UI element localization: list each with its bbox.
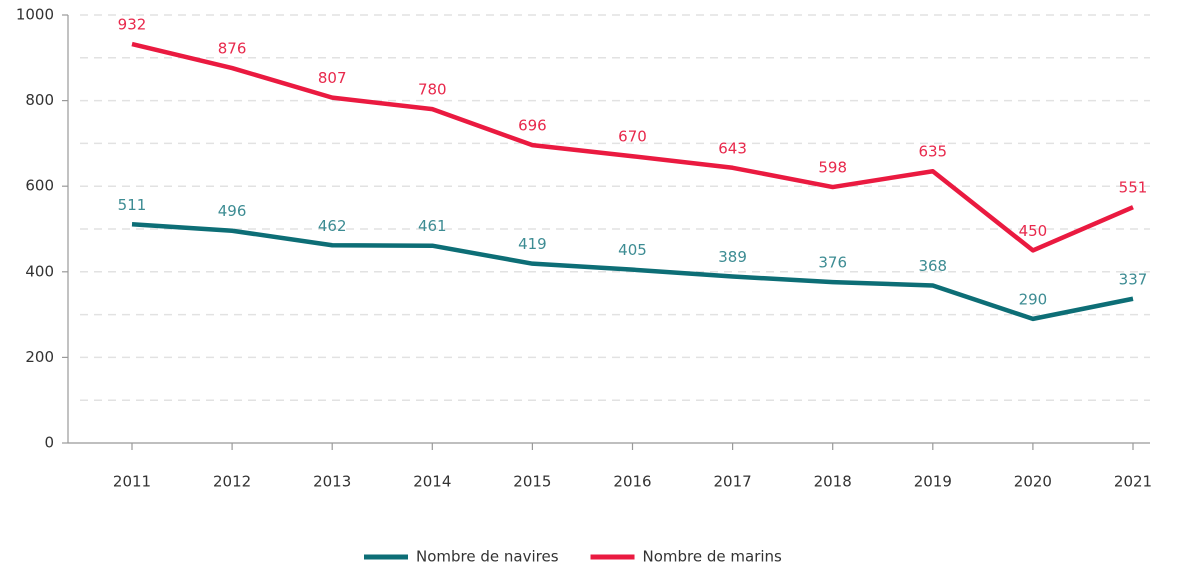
data-label: 419 xyxy=(518,235,547,253)
x-tick-label: 2015 xyxy=(513,473,551,491)
y-tick-label: 600 xyxy=(25,177,54,195)
series-line xyxy=(131,222,1134,322)
x-tick-label: 2021 xyxy=(1114,473,1152,491)
data-label: 643 xyxy=(718,139,747,157)
data-label: 551 xyxy=(1119,179,1148,197)
data-label: 450 xyxy=(1019,222,1048,240)
data-label: 389 xyxy=(718,248,747,266)
data-label: 337 xyxy=(1119,270,1148,288)
data-label: 461 xyxy=(418,217,447,235)
x-tick-label: 2011 xyxy=(113,473,151,491)
legend-label: Nombre de navires xyxy=(416,548,559,566)
y-tick-label: 400 xyxy=(25,262,54,280)
y-tick-label: 200 xyxy=(25,348,54,366)
x-tick-label: 2016 xyxy=(613,473,651,491)
x-tick-label: 2017 xyxy=(714,473,752,491)
y-tick-label: 0 xyxy=(44,434,54,452)
data-label: 496 xyxy=(218,202,247,220)
y-tick-label: 800 xyxy=(25,91,54,109)
data-label: 635 xyxy=(918,143,947,161)
y-tick-label: 1000 xyxy=(16,6,54,24)
x-tick-label: 2020 xyxy=(1014,473,1052,491)
data-label: 405 xyxy=(618,241,647,259)
data-label: 376 xyxy=(818,254,847,272)
data-label: 511 xyxy=(118,196,147,214)
series-line xyxy=(131,41,1134,253)
x-tick-label: 2014 xyxy=(413,473,451,491)
x-tick-label: 2013 xyxy=(313,473,351,491)
legend-label: Nombre de marins xyxy=(643,548,783,566)
data-label: 670 xyxy=(618,128,647,146)
data-label: 462 xyxy=(318,217,347,235)
data-label: 290 xyxy=(1019,290,1048,308)
x-tick-label: 2018 xyxy=(814,473,852,491)
x-tick-label: 2019 xyxy=(914,473,952,491)
data-label: 876 xyxy=(218,40,247,58)
data-label: 780 xyxy=(418,81,447,99)
data-label: 932 xyxy=(118,16,147,34)
data-label: 807 xyxy=(318,69,347,87)
data-label: 598 xyxy=(818,159,847,177)
x-tick-label: 2012 xyxy=(213,473,251,491)
data-label: 696 xyxy=(518,117,547,135)
data-label: 368 xyxy=(918,257,947,275)
